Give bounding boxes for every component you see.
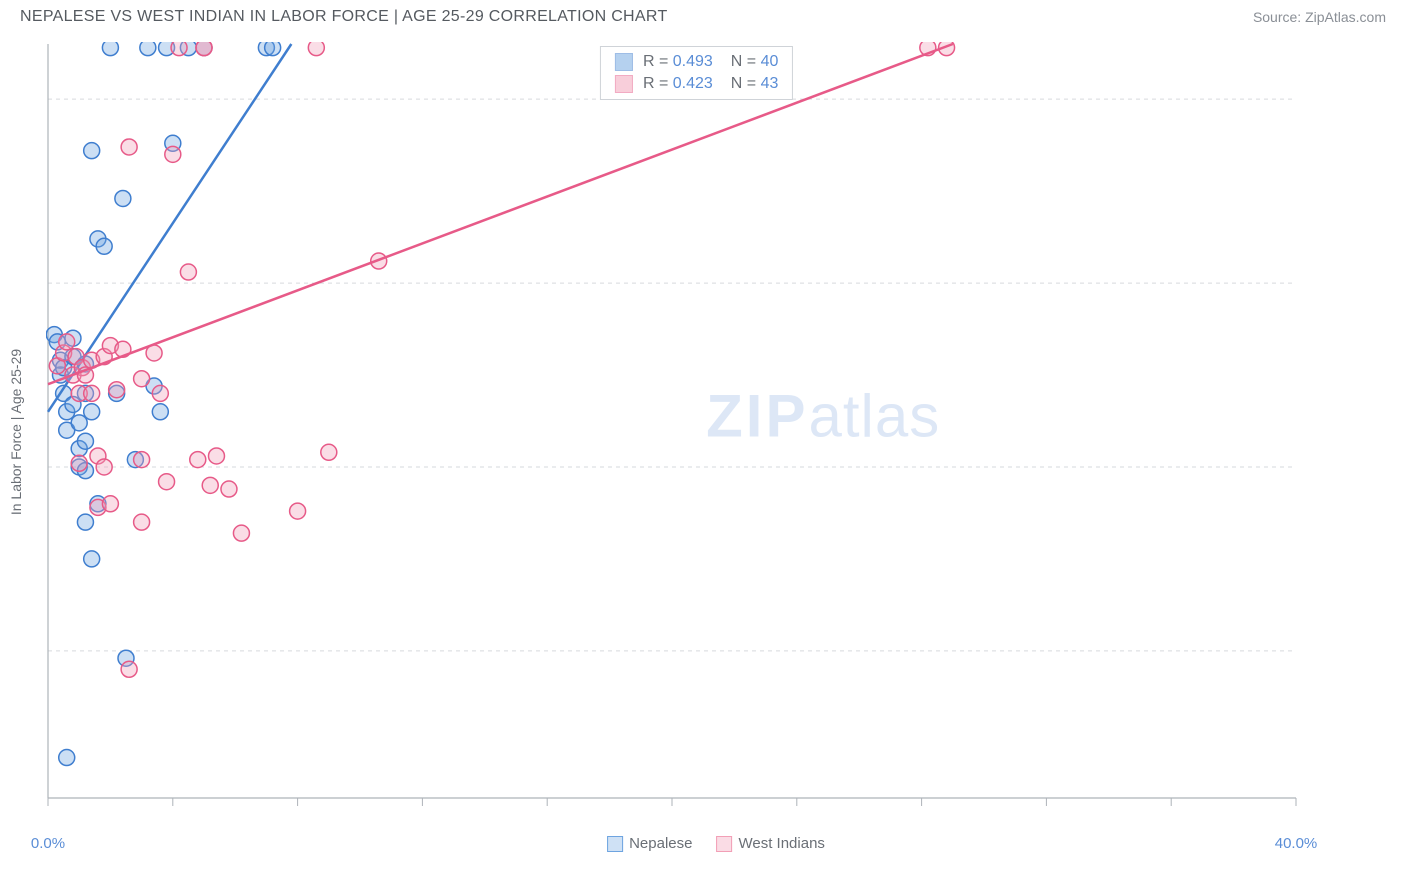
scatter-point <box>190 452 206 468</box>
stats-legend: R = 0.493 N = 40 R = 0.423 N = 43 <box>600 46 793 100</box>
legend-bottom: Nepalese West Indians <box>607 835 825 852</box>
chart-source: Source: ZipAtlas.com <box>1253 9 1386 25</box>
scatter-point <box>77 433 93 449</box>
x-tick-label: 40.0% <box>1275 835 1318 852</box>
scatter-point <box>208 448 224 464</box>
stats-swatch <box>615 75 633 93</box>
scatter-point <box>165 146 181 162</box>
scatter-point <box>121 661 137 677</box>
stats-n: N = 40 <box>731 53 779 71</box>
chart-title: NEPALESE VS WEST INDIAN IN LABOR FORCE |… <box>20 8 668 26</box>
scatter-point <box>159 474 175 490</box>
stats-row: R = 0.493 N = 40 <box>615 51 778 73</box>
x-tick-label: 0.0% <box>31 835 65 852</box>
scatter-point <box>233 525 249 541</box>
scatter-point <box>221 481 237 497</box>
scatter-point <box>152 404 168 420</box>
scatter-point <box>77 514 93 530</box>
legend-label: West Indians <box>738 835 824 852</box>
scatter-point <box>84 385 100 401</box>
scatter-point <box>71 455 87 471</box>
trend-line <box>48 44 953 384</box>
stats-n: N = 43 <box>731 75 779 93</box>
stats-r: R = 0.423 <box>643 75 713 93</box>
scatter-point <box>84 551 100 567</box>
scatter-point <box>84 143 100 159</box>
scatter-point <box>96 459 112 475</box>
scatter-point <box>134 452 150 468</box>
scatter-point <box>109 382 125 398</box>
scatter-point <box>140 42 156 56</box>
chart-container: In Labor Force | Age 25-29 ZIPatlas R = … <box>46 42 1386 822</box>
stats-swatch <box>615 53 633 71</box>
scatter-point <box>134 514 150 530</box>
scatter-point <box>152 385 168 401</box>
stats-r: R = 0.493 <box>643 53 713 71</box>
scatter-point <box>59 750 75 766</box>
scatter-point <box>265 42 281 56</box>
scatter-point <box>180 264 196 280</box>
legend-item: Nepalese <box>607 835 692 852</box>
scatter-point <box>59 334 75 350</box>
scatter-point <box>171 42 187 56</box>
scatter-point <box>71 415 87 431</box>
scatter-point <box>308 42 324 56</box>
scatter-point <box>102 42 118 56</box>
legend-label: Nepalese <box>629 835 692 852</box>
chart-header: NEPALESE VS WEST INDIAN IN LABOR FORCE |… <box>0 0 1406 30</box>
y-axis-label: In Labor Force | Age 25-29 <box>8 349 24 515</box>
legend-item: West Indians <box>716 835 824 852</box>
stats-row: R = 0.423 N = 43 <box>615 73 778 95</box>
scatter-point <box>321 444 337 460</box>
scatter-point <box>102 496 118 512</box>
scatter-point <box>84 404 100 420</box>
scatter-point <box>290 503 306 519</box>
scatter-point <box>121 139 137 155</box>
legend-swatch <box>716 836 732 852</box>
scatter-point <box>115 190 131 206</box>
scatter-point <box>196 42 212 56</box>
scatter-point <box>134 371 150 387</box>
legend-swatch <box>607 836 623 852</box>
scatter-point <box>202 477 218 493</box>
scatter-point <box>96 238 112 254</box>
scatter-plot <box>46 42 1386 822</box>
